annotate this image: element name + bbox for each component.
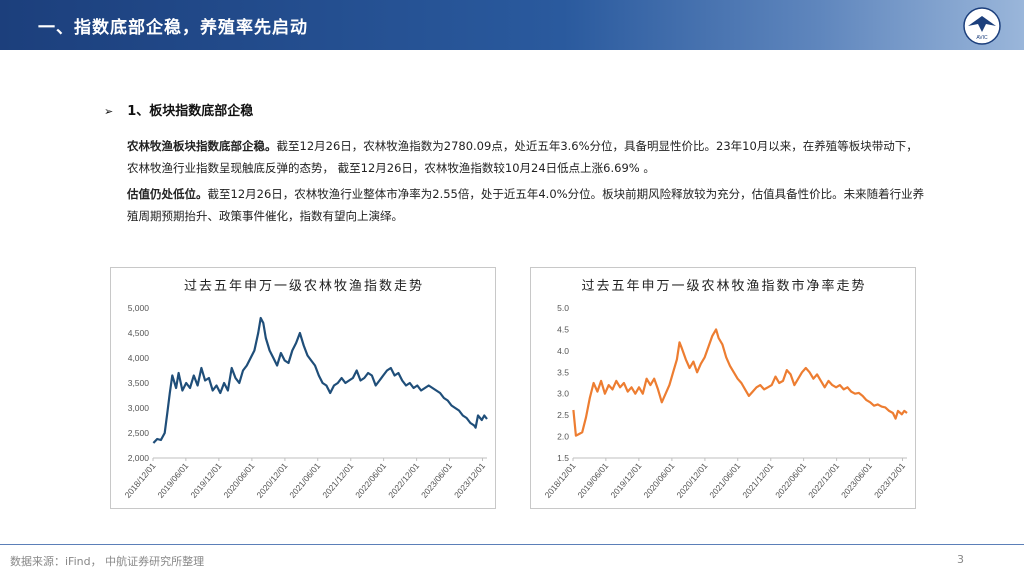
avic-logo-icon: AVIC [963, 7, 1001, 45]
y-tick-label: 5.0 [557, 303, 569, 313]
x-tick-label: 2021/06/01 [287, 461, 322, 500]
y-tick-label: 4,500 [128, 328, 150, 338]
series-line [152, 316, 488, 444]
y-tick-label: 3.5 [557, 367, 569, 377]
paragraph-valuation-body: 截至12月26日，农林牧渔行业整体市净率为2.55倍，处于近五年4.0%分位。板… [127, 187, 925, 223]
x-tick-label: 2023/12/01 [452, 461, 487, 500]
y-tick-label: 3,000 [128, 403, 150, 413]
paragraph-index-lead: 农林牧渔板块指数底部企稳。 [127, 139, 277, 153]
x-tick-label: 2022/06/01 [353, 461, 388, 500]
x-tick-label: 2019/12/01 [188, 461, 223, 500]
bullet-arrow-icon: ➢ [104, 105, 114, 118]
y-tick-label: 5,000 [128, 303, 150, 313]
x-tick-label: 2021/12/01 [320, 461, 355, 500]
chart-title: 过去五年申万一级农林牧渔指数走势 [184, 278, 424, 294]
x-tick-label: 2023/12/01 [872, 461, 907, 500]
x-tick-label: 2021/06/01 [707, 461, 742, 500]
y-tick-label: 2,000 [128, 453, 150, 463]
x-tick-label: 2019/12/01 [608, 461, 643, 500]
x-tick-label: 2020/06/01 [641, 461, 676, 500]
y-tick-label: 4.0 [557, 346, 569, 356]
x-tick-label: 2019/06/01 [155, 461, 190, 500]
x-tick-label: 2020/12/01 [254, 461, 289, 500]
paragraph-valuation: 估值仍处低位。截至12月26日，农林牧渔行业整体市净率为2.55倍，处于近五年4… [127, 183, 927, 227]
y-tick-label: 3.0 [557, 389, 569, 399]
section-heading: ➢ 1、板块指数底部企稳 [104, 100, 253, 119]
y-tick-label: 1.5 [557, 453, 569, 463]
x-tick-label: 2018/12/01 [543, 461, 578, 500]
x-tick-label: 2020/12/01 [674, 461, 709, 500]
x-tick-label: 2019/06/01 [575, 461, 610, 500]
chart-title: 过去五年申万一级农林牧渔指数市净率走势 [581, 278, 866, 294]
y-tick-label: 2,500 [128, 428, 150, 438]
pb-chart-panel: 过去五年申万一级农林牧渔指数市净率走势 1.5 2.0 2.5 3.0 3.5 4.0 4.5… [530, 267, 916, 509]
y-tick-label: 2.0 [557, 432, 569, 442]
x-tick-label: 2023/06/01 [419, 461, 454, 500]
y-tick-label: 2.5 [557, 410, 569, 420]
y-tick-label: 3,500 [128, 378, 150, 388]
x-tick-label: 2021/12/01 [740, 461, 775, 500]
page-title: 一、指数底部企稳，养殖率先启动 [38, 18, 308, 38]
pb-chart: 过去五年申万一级农林牧渔指数市净率走势 1.5 2.0 2.5 3.0 3.5 4.0 4.5… [543, 278, 908, 500]
header-bar: 一、指数底部企稳，养殖率先启动 AVIC [0, 0, 1024, 50]
section-heading-text: 1、板块指数底部企稳 [127, 104, 254, 119]
y-tick-label: 4.5 [557, 324, 569, 334]
index-chart: 过去五年申万一级农林牧渔指数走势 2,000 2,500 3,000 3,500 4,00… [123, 278, 488, 500]
data-source: 数据来源：iFind， 中航证券研究所整理 [10, 555, 205, 568]
x-tick-label: 2018/12/01 [123, 461, 158, 500]
x-tick-label: 2020/06/01 [221, 461, 256, 500]
x-tick-label: 2022/06/01 [773, 461, 808, 500]
x-tick-label: 2022/12/01 [806, 461, 841, 500]
series-line [572, 328, 908, 437]
index-chart-panel: 过去五年申万一级农林牧渔指数走势 2,000 2,500 3,000 3,500 4,00… [110, 267, 496, 509]
x-tick-label: 2023/06/01 [839, 461, 874, 500]
paragraph-index: 农林牧渔板块指数底部企稳。截至12月26日，农林牧渔指数为2780.09点，处近… [127, 135, 927, 179]
footer-divider [0, 544, 1024, 545]
svg-text:AVIC: AVIC [976, 35, 988, 41]
paragraph-valuation-lead: 估值仍处低位。 [127, 187, 208, 201]
page-number: 3 [957, 553, 964, 566]
y-tick-label: 4,000 [128, 353, 150, 363]
paragraph-index-body: 截至12月26日，农林牧渔指数为2780.09点，处近五年3.6%分位，具备明显… [127, 139, 918, 175]
x-tick-label: 2022/12/01 [386, 461, 421, 500]
